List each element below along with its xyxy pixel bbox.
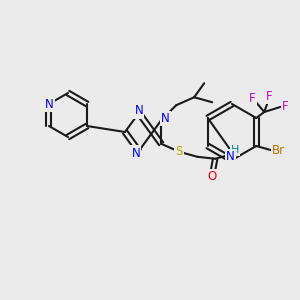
Text: F: F bbox=[249, 92, 256, 104]
Text: N: N bbox=[45, 98, 53, 110]
Text: S: S bbox=[176, 145, 183, 158]
Text: N: N bbox=[226, 150, 235, 163]
Text: H: H bbox=[231, 145, 239, 155]
Text: Br: Br bbox=[272, 145, 285, 158]
Text: N: N bbox=[134, 104, 143, 118]
Text: N: N bbox=[161, 112, 170, 125]
Text: F: F bbox=[282, 100, 289, 113]
Text: O: O bbox=[208, 170, 217, 183]
Text: F: F bbox=[266, 89, 273, 103]
Text: N: N bbox=[131, 146, 140, 160]
